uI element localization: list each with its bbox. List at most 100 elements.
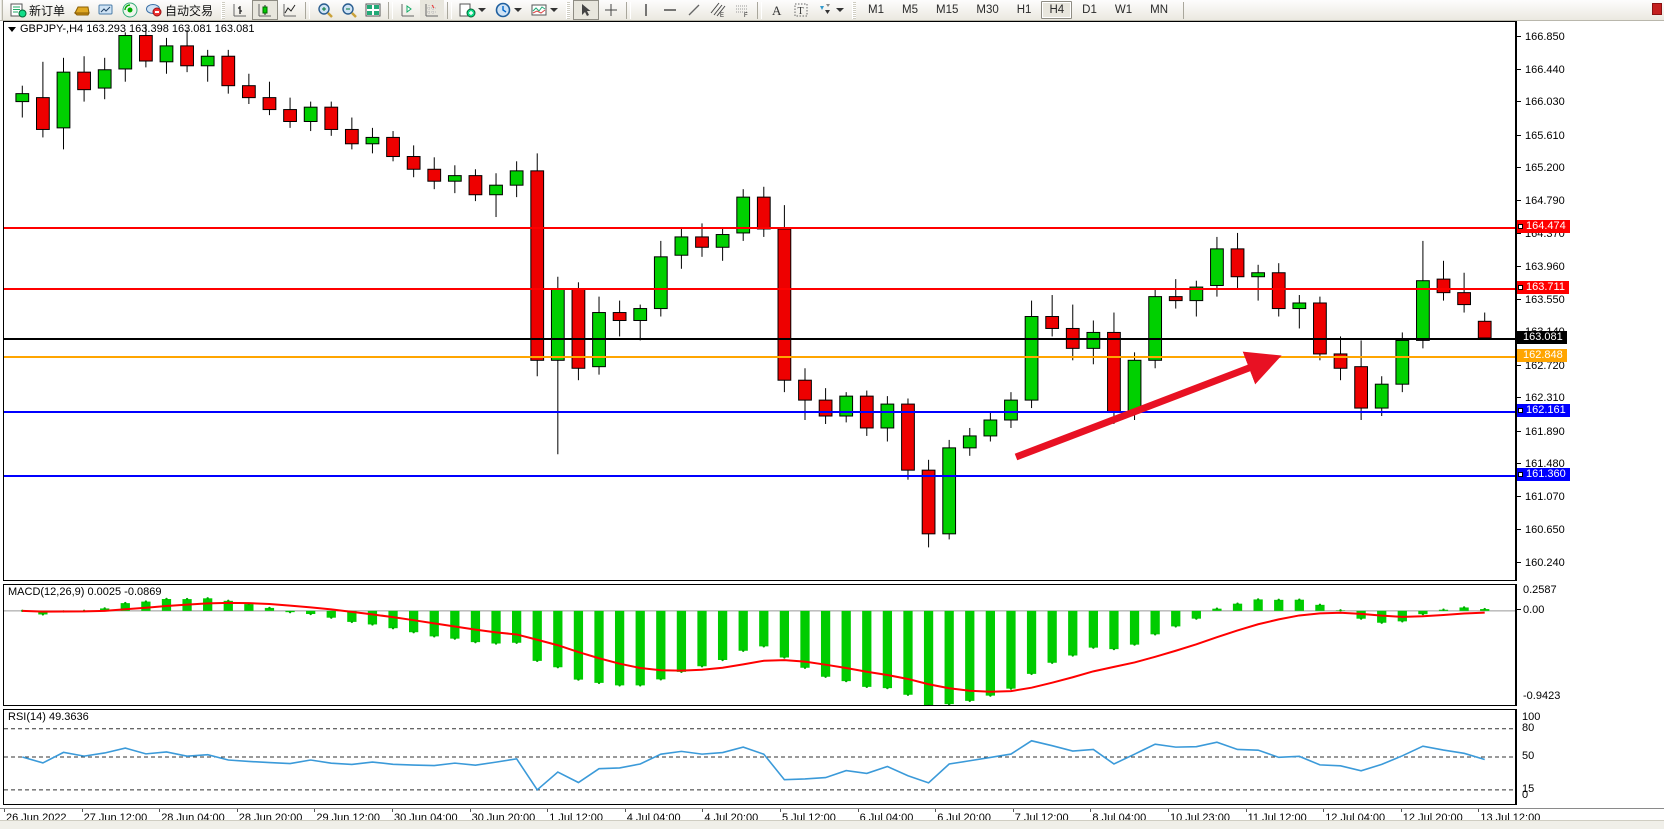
timeframe-d1[interactable]: D1 xyxy=(1082,4,1097,16)
time-tick xyxy=(935,809,937,812)
shapes-button[interactable] xyxy=(813,0,849,20)
orange-level-line[interactable] xyxy=(4,356,1515,359)
price-tick: 166.850 xyxy=(1517,31,1664,43)
auto-trading-icon xyxy=(145,1,163,19)
symbol-dropdown-icon[interactable] xyxy=(8,26,16,32)
zoom-out-button[interactable] xyxy=(337,0,361,20)
timeframe-m1[interactable]: M1 xyxy=(868,4,885,16)
price-tick-label: 162.720 xyxy=(1525,359,1565,372)
macd-plot xyxy=(4,597,1515,705)
crosshair-button[interactable] xyxy=(599,0,623,20)
toolbar-separator-5 xyxy=(757,1,763,19)
toolbar-separator xyxy=(305,1,311,19)
candlestick-button[interactable] xyxy=(252,0,279,20)
price-axis[interactable]: 166.850 166.440 166.030 165.610 165.200 164.7… xyxy=(1516,21,1664,581)
bar-chart-button[interactable] xyxy=(228,0,252,20)
time-tick xyxy=(314,809,316,812)
templates-button[interactable] xyxy=(455,0,491,20)
data-window-button[interactable] xyxy=(361,0,385,20)
svg-text:E: E xyxy=(720,13,724,19)
price-chart-panel[interactable]: GBPJPY-,H4 163.293 163.398 163.081 163.0… xyxy=(3,21,1516,581)
trendline-button[interactable] xyxy=(682,0,706,20)
new-order-icon xyxy=(9,1,27,19)
timeframe-h1[interactable]: H1 xyxy=(1016,4,1032,16)
rsi-tick: 0 xyxy=(1517,789,1664,801)
crosshair-icon xyxy=(602,1,620,19)
orange-level-badge[interactable]: 162.848 xyxy=(1517,349,1567,363)
svg-text:T: T xyxy=(798,6,804,17)
close-icon[interactable] xyxy=(1652,3,1662,15)
fibonacci-button[interactable]: F xyxy=(730,0,754,20)
zoom-out-icon xyxy=(340,1,358,19)
support-1-value: 162.161 xyxy=(1526,404,1566,417)
shift-button[interactable] xyxy=(396,0,420,20)
price-tick: 166.030 xyxy=(1517,96,1664,108)
toolbar-grip[interactable] xyxy=(0,0,3,20)
timeframe-mn[interactable]: MN xyxy=(1150,4,1168,16)
resistance-2-value: 163.711 xyxy=(1526,280,1565,293)
macd-panel[interactable]: MACD(12,26,9) 0.0025 -0.0869 xyxy=(3,584,1516,706)
toolbar-grip-4[interactable] xyxy=(852,1,857,19)
timeframe-h4[interactable]: H4 xyxy=(1041,1,1073,19)
timeframe-m30[interactable]: M30 xyxy=(976,4,999,16)
candlestick-icon xyxy=(256,1,274,19)
vertical-line-button[interactable] xyxy=(634,0,658,20)
line-chart-button[interactable] xyxy=(278,0,302,20)
text-label-button[interactable]: T xyxy=(789,0,813,20)
timeframe-w1[interactable]: W1 xyxy=(1114,4,1133,16)
price-tick: 162.720 xyxy=(1517,360,1664,372)
price-tick-label: 160.240 xyxy=(1525,557,1565,570)
chart-area[interactable]: GBPJPY-,H4 163.293 163.398 163.081 163.0… xyxy=(0,21,1664,808)
resistance-1-value: 164.474 xyxy=(1526,220,1566,233)
support-1-line[interactable] xyxy=(4,411,1515,414)
resistance-2-line[interactable] xyxy=(4,287,1515,290)
rsi-axis[interactable]: 100 80 50 15 0 xyxy=(1516,709,1664,805)
toolbar-grip-3[interactable] xyxy=(566,1,571,19)
trendline-icon xyxy=(685,1,703,19)
support-1-badge[interactable]: 162.161 xyxy=(1517,404,1570,418)
templates-icon xyxy=(458,1,476,19)
shapes-caret-icon[interactable] xyxy=(836,8,845,12)
price-tick: 165.200 xyxy=(1517,162,1664,174)
price-tick: 164.790 xyxy=(1517,195,1664,207)
time-tick xyxy=(780,809,781,812)
zoom-in-button[interactable] xyxy=(313,0,337,20)
timeframe-bar: M1 M5 M15 M30 H1 H4 D1 W1 MN xyxy=(859,1,1177,19)
timeframe-m5[interactable]: M5 xyxy=(902,4,918,16)
grid-button[interactable] xyxy=(420,0,445,20)
macd-tick: -0.9423 xyxy=(1517,690,1664,702)
auto-trading-button[interactable]: 自动交易 xyxy=(142,0,218,20)
rsi-tick-label: 0 xyxy=(1522,789,1529,801)
indicators-icon xyxy=(530,1,548,19)
period-button[interactable] xyxy=(491,0,527,20)
rsi-panel[interactable]: RSI(14) 49.3636 xyxy=(3,709,1516,805)
time-tick xyxy=(702,809,704,812)
resistance-1-badge[interactable]: 164.474 xyxy=(1517,220,1570,234)
current-price-badge[interactable]: 163.081 xyxy=(1517,330,1567,344)
fibonacci-icon: F xyxy=(733,1,751,19)
cursor-button[interactable] xyxy=(573,0,600,20)
equidistant-channel-button[interactable]: E xyxy=(706,0,730,20)
text-button[interactable]: A xyxy=(765,0,789,20)
toolbar-grip-2[interactable] xyxy=(221,1,226,19)
period-caret-icon[interactable] xyxy=(514,8,523,12)
new-order-button[interactable]: 新订单 xyxy=(6,0,70,20)
time-tick xyxy=(236,809,238,812)
indicators-button[interactable] xyxy=(527,0,563,20)
horizontal-line-button[interactable] xyxy=(658,0,682,20)
terminal-button[interactable] xyxy=(94,0,118,20)
resistance-2-badge[interactable]: 163.711 xyxy=(1517,280,1569,294)
signal-button[interactable] xyxy=(118,0,142,20)
templates-caret-icon[interactable] xyxy=(478,8,487,12)
resistance-1-line[interactable] xyxy=(4,227,1515,230)
macd-axis[interactable]: 0.2587 0.00 -0.9423 xyxy=(1516,584,1664,706)
support-2-badge[interactable]: 161.360 xyxy=(1517,467,1570,481)
indicators-caret-icon[interactable] xyxy=(550,8,559,12)
toolbar-separator-4 xyxy=(626,1,632,19)
gold-button[interactable] xyxy=(70,0,94,20)
support-2-line[interactable] xyxy=(4,474,1515,477)
time-tick xyxy=(469,809,471,812)
new-order-label: 新订单 xyxy=(29,3,66,18)
timeframe-m15[interactable]: M15 xyxy=(936,4,959,16)
current-price-line[interactable] xyxy=(4,337,1515,340)
